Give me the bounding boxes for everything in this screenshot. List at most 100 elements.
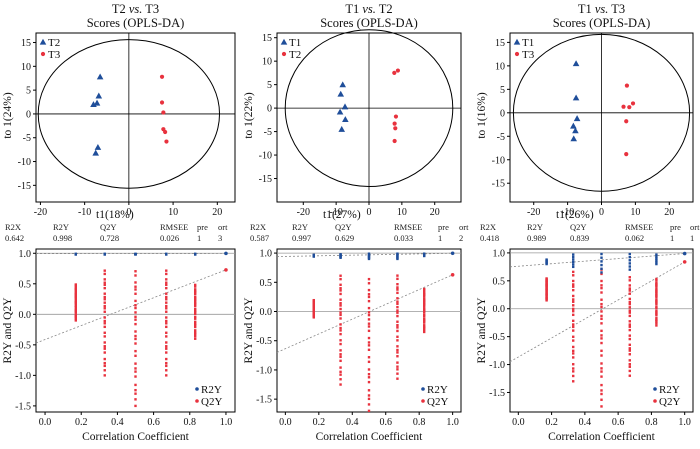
q2y-permutation-point: [165, 278, 168, 281]
data-point-t2: [92, 149, 99, 156]
q2y-permutation-point: [103, 357, 106, 361]
q2y-permutation-point: [367, 293, 371, 296]
q2y-permutation-point: [194, 288, 197, 291]
legend-marker-circle: [514, 51, 520, 57]
q2y-permutation-point: [134, 281, 137, 284]
q2y-permutation-point: [134, 304, 137, 307]
q2y-permutation-point: [655, 320, 658, 323]
r2y-permutation-point: [572, 260, 575, 264]
legend-label: T1: [289, 37, 301, 49]
q2y-permutation-point: [396, 368, 399, 371]
plot-frame: [35, 32, 236, 203]
q2y-trend-line: [276, 274, 453, 353]
q2y-permutation-point: [572, 367, 575, 370]
stat-label: R2X: [480, 222, 496, 232]
x-tick-label: 1.0: [678, 417, 691, 428]
q2y-permutation-point: [367, 409, 371, 413]
q2y-permutation-point: [103, 347, 106, 350]
q2y-permutation-point: [396, 339, 399, 342]
stat-label: Q2Y: [100, 222, 117, 232]
stat-value: 0.062: [625, 233, 644, 243]
q2y-permutation-point: [545, 290, 548, 293]
r2y-permutation-point: [423, 252, 426, 255]
q2y-permutation-point: [194, 329, 197, 332]
q2y-permutation-point: [74, 310, 77, 313]
q2y-permutation-point: [165, 335, 168, 338]
data-point-t2: [90, 101, 97, 108]
plot-frame: [509, 248, 694, 413]
y-tick-label: 15: [495, 38, 505, 49]
data-point-t2: [392, 70, 397, 76]
x-tick-label: 10: [397, 207, 407, 218]
x-tick-label: 0.4: [111, 417, 124, 428]
q2y-permutation-point: [600, 354, 603, 357]
data-point-t3: [163, 129, 168, 135]
q2y-permutation-point: [396, 355, 399, 358]
q2y-permutation-point: [628, 276, 631, 279]
x-tick-label: 20: [430, 207, 440, 218]
r2y-permutation-point: [655, 257, 658, 260]
q2y-permutation-point: [600, 272, 603, 276]
q2y-permutation-point: [194, 298, 197, 301]
q2y-permutation-point: [600, 383, 603, 387]
q2y-permutation-point: [339, 283, 342, 286]
q2y-permutation-point: [423, 287, 426, 291]
stat-value: 0.033: [394, 233, 413, 243]
r2y-permutation-point: [600, 263, 603, 267]
q2y-permutation-point: [396, 323, 399, 327]
x-tick-label: 0.8: [413, 417, 426, 428]
r2y-original-point: [224, 251, 228, 256]
q2y-permutation-point: [339, 287, 342, 290]
q2y-permutation-point: [165, 369, 168, 372]
data-point-t1: [572, 94, 580, 101]
q2y-permutation-point: [74, 302, 77, 305]
q2y-permutation-point: [103, 301, 106, 304]
q2y-permutation-point: [367, 376, 371, 379]
q2y-permutation-point: [396, 335, 399, 338]
q2y-permutation-point: [396, 291, 399, 295]
q2y-permutation-point: [194, 290, 197, 294]
legend-marker-triangle: [513, 38, 521, 45]
data-point-t2: [93, 99, 101, 106]
x-axis-label: t1(26%): [556, 209, 594, 221]
r2y-permutation-point: [134, 252, 137, 256]
y-tick-label: 5: [26, 86, 31, 97]
q2y-permutation-point: [165, 361, 168, 365]
data-point-t2: [395, 68, 401, 73]
data-point-t1: [336, 108, 344, 115]
r2y-trend-line: [276, 252, 453, 257]
q2y-permutation-point: [628, 279, 631, 282]
q2y-permutation-point: [103, 298, 106, 301]
q2y-permutation-point: [367, 356, 371, 359]
q2y-permutation-point: [74, 293, 77, 296]
q2y-permutation-point: [655, 324, 658, 327]
y-tick-label: -10: [259, 151, 272, 162]
q2y-permutation-point: [103, 281, 106, 284]
q2y-permutation-point: [134, 311, 137, 314]
q2y-permutation-point: [134, 285, 137, 288]
q2y-permutation-point: [74, 313, 77, 317]
q2y-permutation-point: [103, 325, 106, 329]
y-tick-label: 10: [262, 57, 272, 68]
q2y-permutation-point: [572, 270, 575, 274]
q2y-permutation-point: [396, 311, 399, 314]
data-point-t3: [624, 83, 630, 88]
q2y-permutation-point: [103, 278, 106, 281]
q2y-permutation-point: [367, 344, 371, 347]
q2y-permutation-point: [628, 320, 631, 323]
q2y-permutation-point: [165, 298, 168, 301]
data-point-t3: [159, 100, 165, 105]
q2y-permutation-point: [628, 328, 631, 332]
q2y-permutation-point: [134, 362, 137, 365]
chart-title-line1: T2 vs. T3: [112, 2, 159, 16]
q2y-permutation-point: [628, 314, 631, 318]
q2y-permutation-point: [396, 345, 399, 348]
q2y-permutation-point: [572, 304, 575, 307]
q2y-permutation-point: [165, 316, 168, 319]
r2y-permutation-point: [165, 252, 168, 256]
data-point-t1: [570, 135, 578, 142]
q2y-permutation-point: [572, 298, 575, 301]
y-tick-label: 0.5: [19, 279, 32, 290]
